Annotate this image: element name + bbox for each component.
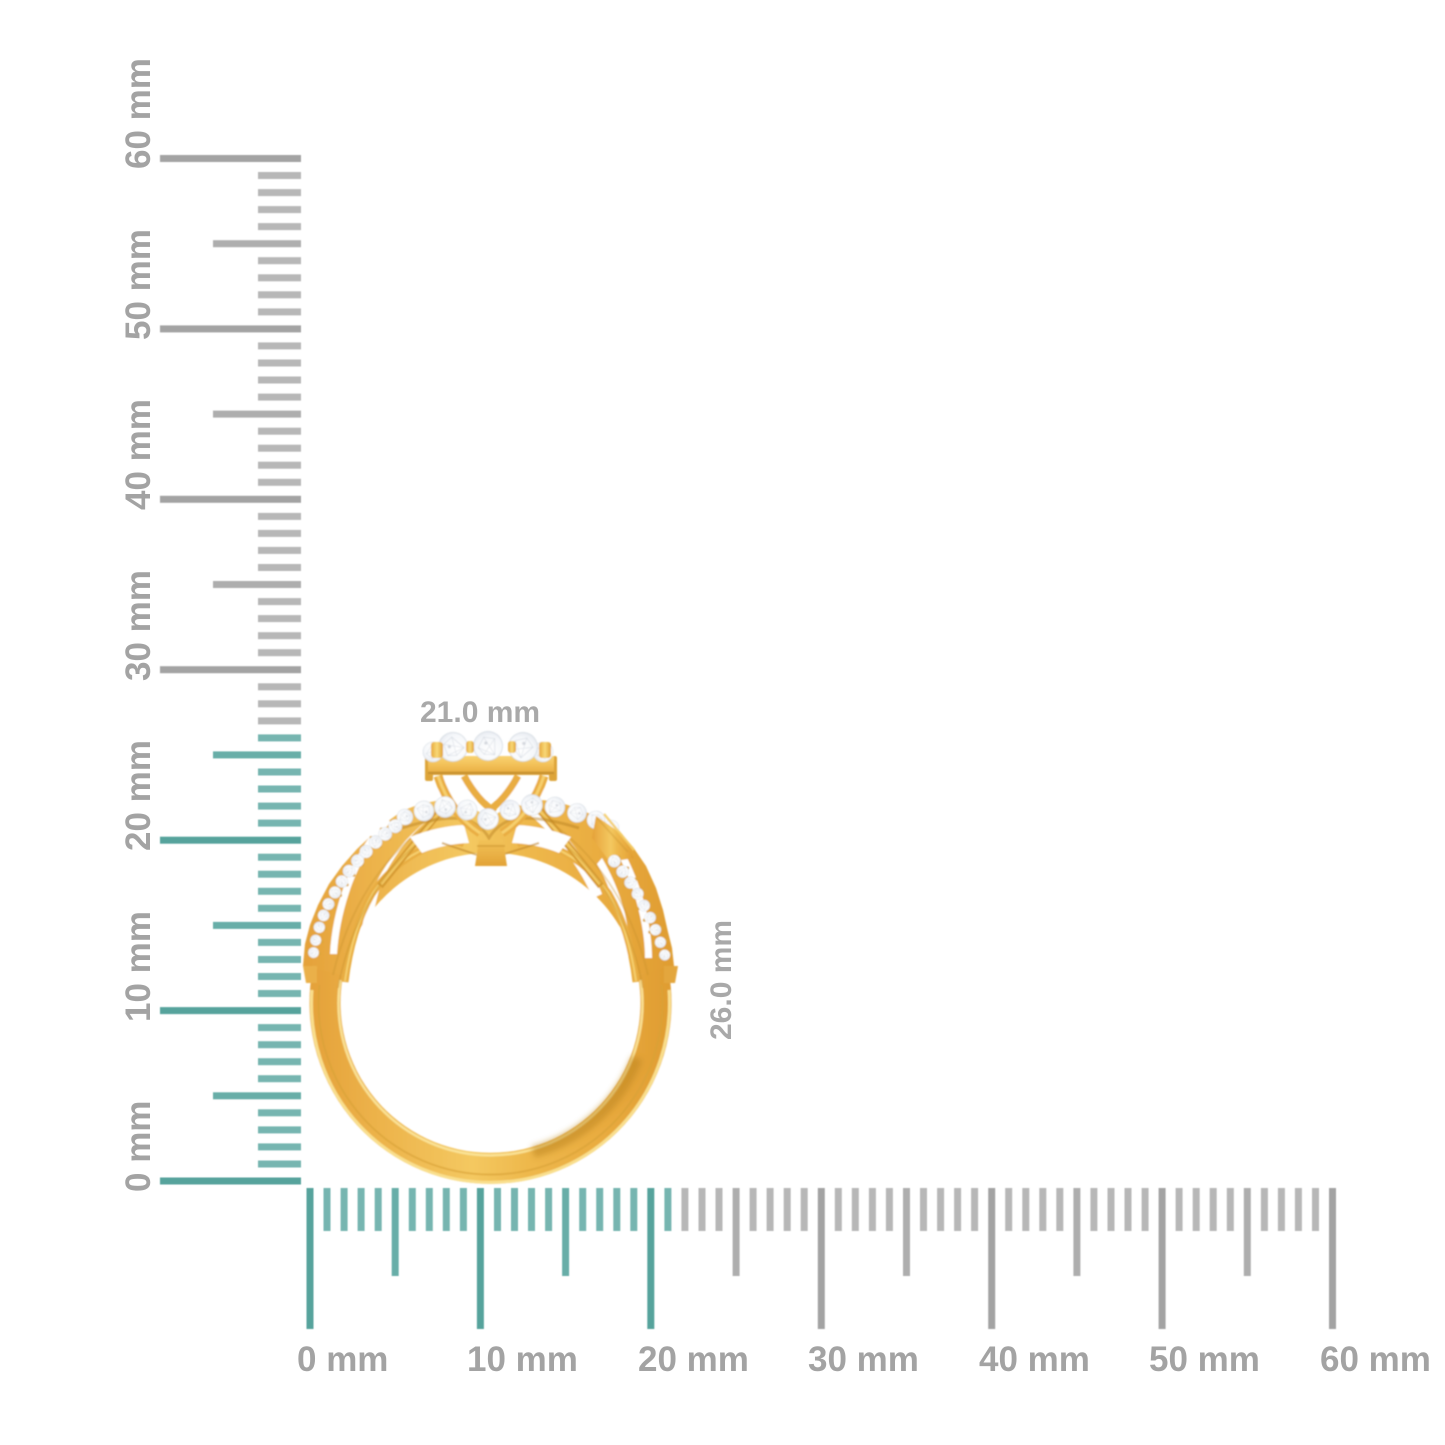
svg-text:21.0 mm: 21.0 mm — [420, 696, 540, 729]
svg-text:60 mm: 60 mm — [119, 58, 158, 169]
svg-text:50 mm: 50 mm — [119, 229, 158, 340]
svg-text:10 mm: 10 mm — [467, 1340, 578, 1379]
svg-text:20 mm: 20 mm — [638, 1340, 749, 1379]
svg-text:40 mm: 40 mm — [119, 399, 158, 510]
svg-text:60 mm: 60 mm — [1320, 1340, 1431, 1379]
svg-text:50 mm: 50 mm — [1149, 1340, 1260, 1379]
svg-text:10 mm: 10 mm — [119, 911, 158, 1022]
svg-text:30 mm: 30 mm — [119, 570, 158, 681]
svg-text:0 mm: 0 mm — [119, 1101, 158, 1192]
svg-text:0 mm: 0 mm — [297, 1340, 388, 1379]
svg-text:20 mm: 20 mm — [119, 740, 158, 851]
svg-text:30 mm: 30 mm — [808, 1340, 919, 1379]
svg-text:40 mm: 40 mm — [979, 1340, 1090, 1379]
svg-text:26.0 mm: 26.0 mm — [705, 920, 738, 1040]
